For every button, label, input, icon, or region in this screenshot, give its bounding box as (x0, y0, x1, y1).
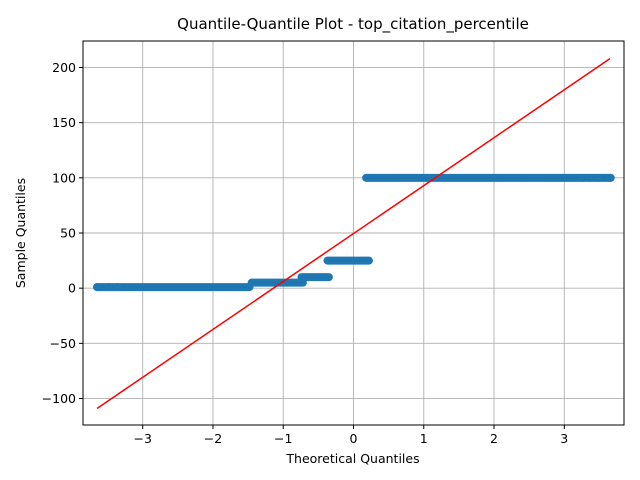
sample-points (93, 173, 615, 292)
y-tick-label: 0 (68, 281, 76, 296)
reference-line-group (96, 58, 611, 410)
y-tick-label: −50 (50, 336, 76, 351)
y-tick-label: 100 (52, 170, 76, 185)
x-axis-label: Theoretical Quantiles (285, 451, 419, 466)
sample-point (93, 283, 102, 292)
y-tick-label: 150 (52, 115, 76, 130)
x-tick-label: −3 (134, 431, 152, 446)
sample-point (594, 173, 603, 182)
y-axis-ticks: −100 −50 0 50 100 150 200 (42, 60, 83, 406)
sample-point (606, 173, 615, 182)
x-tick-label: −1 (274, 431, 292, 446)
x-tick-label: 1 (420, 431, 428, 446)
x-tick-label: 2 (490, 431, 498, 446)
x-axis-ticks: −3 −2 −1 0 1 2 3 (134, 425, 568, 446)
x-tick-label: 0 (350, 431, 358, 446)
y-axis-label: Sample Quantiles (13, 178, 28, 288)
y-tick-label: 200 (52, 60, 76, 75)
sample-point (113, 283, 122, 292)
reference-line (96, 58, 611, 410)
x-tick-label: −2 (204, 431, 222, 446)
y-tick-label: −100 (42, 391, 76, 406)
x-tick-label: 3 (560, 431, 568, 446)
sample-point (578, 173, 587, 182)
sample-point (104, 283, 113, 292)
sample-point (585, 173, 594, 182)
chart-title: Quantile-Quantile Plot - top_citation_pe… (177, 15, 529, 34)
y-tick-label: 50 (60, 226, 76, 241)
grid-lines (83, 41, 624, 425)
